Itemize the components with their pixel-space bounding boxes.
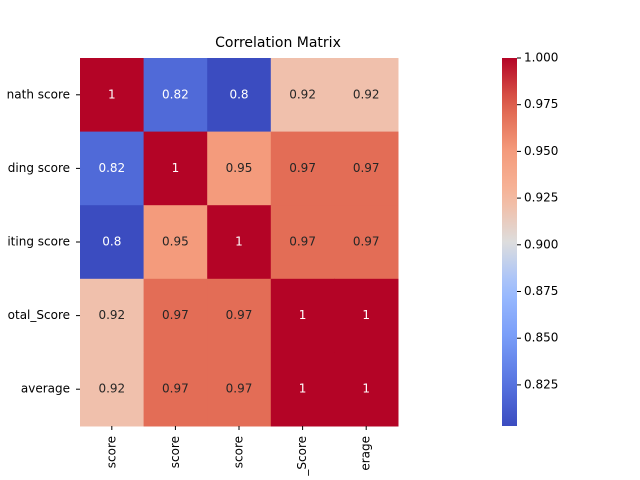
heatmap-cell: [270, 58, 335, 133]
heatmap-cell: [80, 58, 145, 133]
colorbar-tick-label: 0.825: [524, 377, 558, 391]
colorbar-tick-label: 0.925: [524, 191, 558, 205]
cell-label: 0.92: [98, 308, 125, 322]
colorbar-tick-label: 0.950: [524, 144, 558, 158]
heatmap-cell: [334, 352, 399, 427]
cell-label: 1: [362, 382, 370, 396]
heatmap-cell: [80, 131, 145, 206]
heatmap-cell: [143, 352, 208, 427]
heatmap-cell: [270, 131, 335, 206]
cell-label: 1: [299, 382, 307, 396]
heatmap-cell: [334, 58, 399, 133]
cell-label: 0.82: [162, 87, 189, 101]
x-tick-label: score: [232, 436, 246, 468]
cell-label: 0.97: [162, 308, 189, 322]
cell-label: 0.92: [353, 87, 380, 101]
cell-label: 0.97: [353, 235, 380, 249]
heatmap-cell: [143, 205, 208, 280]
cell-label: 1: [299, 308, 307, 322]
y-tick-label: iting score: [7, 235, 70, 249]
chart-title: Correlation Matrix: [215, 35, 341, 51]
cell-label: 0.97: [289, 235, 316, 249]
heatmap-cell: [334, 278, 399, 353]
colorbar-tick-label: 0.875: [524, 284, 558, 298]
cell-label: 0.97: [226, 308, 253, 322]
y-tick-label: nath score: [7, 87, 70, 101]
colorbar-tick-label: 0.975: [524, 97, 558, 111]
x-tick-label: score: [104, 436, 118, 468]
heatmap-cell: [80, 278, 145, 353]
heatmap-cell: [270, 205, 335, 280]
colorbar-tick-label: 1.000: [524, 51, 558, 65]
cell-label: 1: [108, 87, 116, 101]
heatmap-cell: [334, 131, 399, 206]
heatmap-cell: [207, 352, 272, 427]
cell-label: 0.97: [353, 161, 380, 175]
cell-label: 1: [235, 235, 243, 249]
heatmap-cell: [207, 58, 272, 133]
cell-label: 0.92: [289, 87, 316, 101]
colorbar-tick-label: 0.900: [524, 237, 558, 251]
cell-label: 0.97: [226, 382, 253, 396]
cell-label: 0.95: [226, 161, 253, 175]
heatmap-cell: [334, 205, 399, 280]
heatmap-cell: [143, 278, 208, 353]
colorbar-tick-label: 0.850: [524, 331, 558, 345]
cell-label: 1: [172, 161, 180, 175]
cell-label: 0.97: [162, 382, 189, 396]
cell-label: 0.97: [289, 161, 316, 175]
heatmap-cell: [207, 278, 272, 353]
x-tick-label: erage: [359, 436, 373, 471]
colorbar: [502, 58, 517, 426]
x-tick-label: score: [168, 436, 182, 468]
heatmap-cell: [143, 58, 208, 133]
cell-label: 1: [362, 308, 370, 322]
heatmap-cell: [270, 278, 335, 353]
heatmap-cell: [207, 205, 272, 280]
x-tick-label: _Score: [295, 436, 309, 477]
heatmap-cell: [80, 205, 145, 280]
y-tick-label: ding score: [8, 161, 70, 175]
y-tick-label: average: [21, 382, 70, 396]
heatmap-cell: [207, 131, 272, 206]
cell-label: 0.82: [98, 161, 125, 175]
cell-label: 0.95: [162, 235, 189, 249]
heatmap-cell: [270, 352, 335, 427]
cell-label: 0.92: [98, 382, 125, 396]
cell-label: 0.8: [102, 235, 121, 249]
heatmap-cell: [80, 352, 145, 427]
heatmap-cell: [143, 131, 208, 206]
cell-label: 0.8: [229, 87, 248, 101]
y-tick-label: otal_Score: [8, 308, 70, 322]
